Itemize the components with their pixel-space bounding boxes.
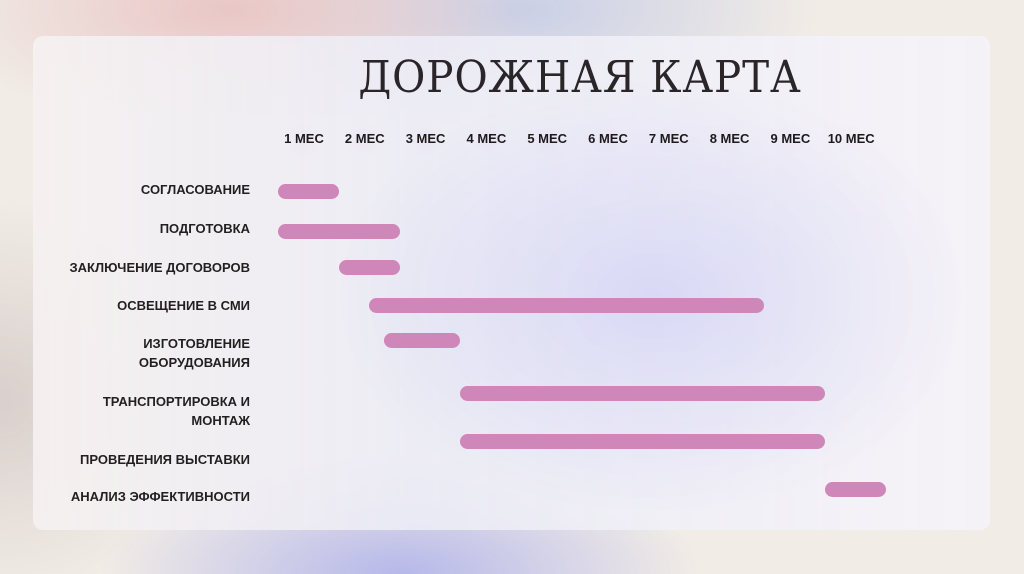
task-bar	[338, 260, 400, 275]
task-bar	[384, 333, 461, 348]
task-bar	[460, 386, 826, 401]
month-label: 3 МЕС	[396, 123, 456, 157]
month-label: 4 МЕС	[456, 123, 516, 157]
task-label: АНАЛИЗ ЭФФЕКТИВНОСТИ	[70, 489, 250, 504]
task-label: ПРОВЕДЕНИЯ ВЫСТАВКИ	[80, 452, 250, 467]
task-label: ТРАНСПОРТИРОВКА И МОНТАЖ	[102, 394, 250, 428]
month-label: 10 МЕС	[821, 123, 881, 157]
month-label: 8 МЕС	[700, 123, 760, 157]
month-label: 5 МЕС	[517, 123, 577, 157]
task-label: СОГЛАСОВАНИЕ	[140, 182, 250, 197]
task-label: ЗАКЛЮЧЕНИЕ ДОГОВОРОВ	[69, 260, 250, 275]
month-label: 6 МЕС	[578, 123, 638, 157]
month-label: 2 МЕС	[335, 123, 395, 157]
task-label: ОСВЕЩЕНИЕ В СМИ	[117, 298, 250, 313]
task-bar	[278, 224, 400, 239]
task-bar	[460, 434, 826, 449]
month-label: 1 МЕС	[274, 123, 334, 157]
month-label: 9 МЕС	[760, 123, 820, 157]
task-bar	[278, 184, 339, 199]
task-label: ПОДГОТОВКА	[159, 221, 250, 236]
page-title: ДОРОЖНАЯ КАРТА	[358, 52, 802, 103]
task-bar	[369, 298, 765, 313]
task-bar	[825, 482, 886, 497]
month-label: 7 МЕС	[639, 123, 699, 157]
task-label: ИЗГОТОВЛЕНИЕ ОБОРУДОВАНИЯ	[138, 336, 250, 370]
